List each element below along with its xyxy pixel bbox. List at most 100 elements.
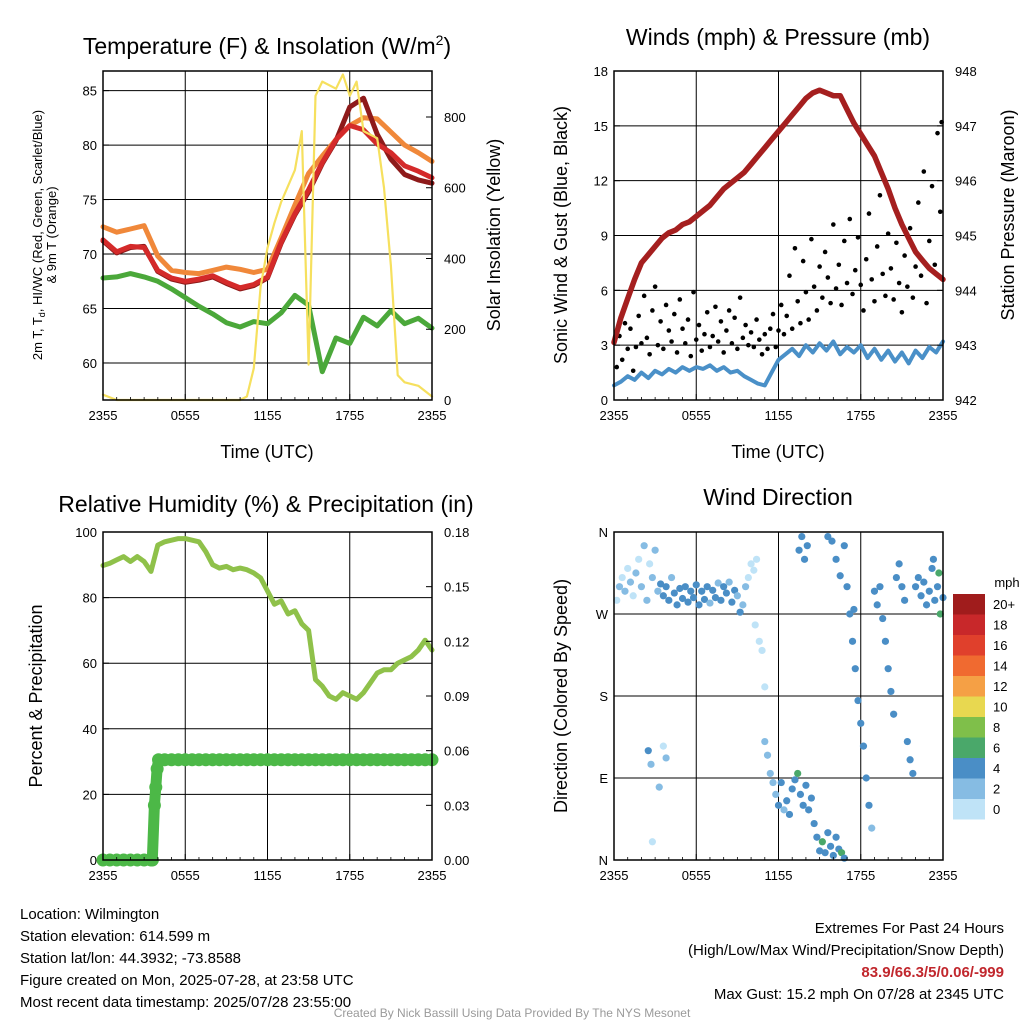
direction-point: [717, 596, 725, 604]
direction-point: [733, 592, 741, 600]
direction-point: [796, 790, 805, 799]
direction-point: [791, 776, 799, 784]
colorbar-label: 18: [993, 618, 1007, 633]
direction-point: [618, 573, 626, 582]
gust-point: [704, 309, 710, 315]
y-tick-label: 3: [601, 338, 608, 353]
extremes-subtitle: (High/Low/Max Wind/Precipitation/Snow De…: [688, 942, 1004, 959]
y-tick-label: 40: [83, 722, 97, 737]
direction-point: [777, 778, 785, 787]
direction-point: [862, 774, 870, 782]
y2-tick-label: 947: [955, 119, 977, 134]
y2-tick-label: 946: [955, 174, 977, 189]
gust-point: [639, 341, 644, 346]
recent-timestamp: Most recent data timestamp: 2025/07/28 2…: [20, 994, 352, 1011]
x-tick-label: 0555: [682, 868, 711, 883]
figure-created: Figure created on Mon, 2025-07-28, at 23…: [20, 972, 354, 989]
direction-point: [821, 849, 829, 857]
direction-point: [648, 573, 656, 582]
direction-point: [655, 783, 663, 791]
gust-point: [647, 352, 652, 357]
direction-point: [711, 594, 720, 602]
direction-point: [826, 842, 835, 850]
direction-point: [644, 747, 652, 755]
direction-point: [615, 583, 624, 591]
y2-tick-label: 0.06: [444, 744, 469, 759]
direction-point: [876, 583, 884, 591]
gust-point: [937, 209, 943, 215]
y2-tick-label: 600: [444, 181, 466, 196]
direction-point: [687, 587, 695, 595]
direction-point: [673, 601, 681, 609]
y2-tick-label: 0.15: [444, 580, 469, 595]
y2-tick-label: 0.12: [444, 634, 469, 649]
orange-series-line: [100, 115, 435, 277]
gust-point: [798, 320, 803, 326]
colorbar-title: mph: [994, 575, 1019, 590]
gust-point: [740, 335, 746, 341]
colorbar-label: 0: [993, 802, 1000, 817]
y2-tick-label: 944: [955, 283, 977, 298]
direction-point: [678, 594, 687, 603]
gust-point: [737, 295, 743, 300]
humidity-ylabel: Percent & Precipitation: [26, 604, 46, 787]
direction-point: [854, 696, 862, 705]
gust-point: [863, 256, 869, 262]
direction-point: [914, 573, 922, 582]
gust-point: [905, 284, 910, 289]
x-tick-label: 2355: [929, 408, 958, 423]
relative-humidity-line: [100, 536, 435, 702]
gust-point: [669, 339, 674, 344]
x-tick-label: 2355: [929, 868, 958, 883]
gust-point: [792, 245, 798, 251]
gust-point: [735, 346, 740, 352]
temperature-panel: Temperature (F) & Insolation (W/m2) 2355…: [30, 32, 504, 462]
gust-point: [685, 317, 691, 322]
gust-point: [916, 200, 921, 205]
gust-point: [636, 313, 641, 319]
direction-point: [613, 596, 621, 604]
gust-point: [746, 342, 751, 348]
winds-panel: Winds (mph) & Pressure (mb) 2355 0555 1155…: [551, 24, 1018, 462]
gust-point: [641, 293, 647, 299]
gust-point: [757, 337, 762, 342]
gust-point: [751, 344, 757, 350]
direction-point: [700, 595, 709, 604]
direction-point: [803, 542, 811, 550]
credit-footer: Created By Nick Bassill Using Data Provi…: [333, 1006, 691, 1020]
gust-point: [913, 264, 918, 269]
direction-title: Wind Direction: [703, 484, 853, 510]
direction-point: [695, 601, 703, 609]
gust-point: [924, 300, 929, 306]
direction-point: [795, 546, 803, 554]
gust-point: [861, 308, 866, 313]
direction-point: [870, 587, 879, 595]
direction-point: [850, 605, 858, 614]
precipitation-point: [149, 780, 163, 794]
y-tick-label: 20: [83, 787, 97, 802]
gust-point: [784, 313, 790, 319]
y2-tick-label: 0.18: [444, 525, 469, 540]
y-tick-label: 0: [90, 853, 97, 868]
direction-point: [933, 583, 942, 591]
direction-point: [906, 756, 914, 764]
direction-point: [703, 583, 711, 591]
colorbar-swatch: [953, 635, 985, 656]
direction-point: [917, 592, 925, 600]
direction-point: [879, 614, 887, 623]
gust-point: [880, 271, 885, 277]
gust-point: [811, 284, 817, 289]
direction-point: [744, 573, 752, 582]
x-tick-label: 1155: [254, 868, 282, 883]
gust-point: [888, 266, 894, 271]
gust-point: [658, 319, 663, 324]
y-tick-label: 18: [594, 64, 608, 79]
gust-point: [809, 236, 814, 242]
gust-point: [795, 299, 800, 304]
gust-point: [732, 315, 737, 321]
temperature-title: Temperature (F) & Insolation (W/m2): [83, 32, 451, 59]
colorbar-label: 8: [993, 720, 1000, 735]
direction-point: [629, 592, 637, 600]
colorbar-label: 14: [993, 659, 1007, 674]
direction-point: [646, 560, 654, 568]
